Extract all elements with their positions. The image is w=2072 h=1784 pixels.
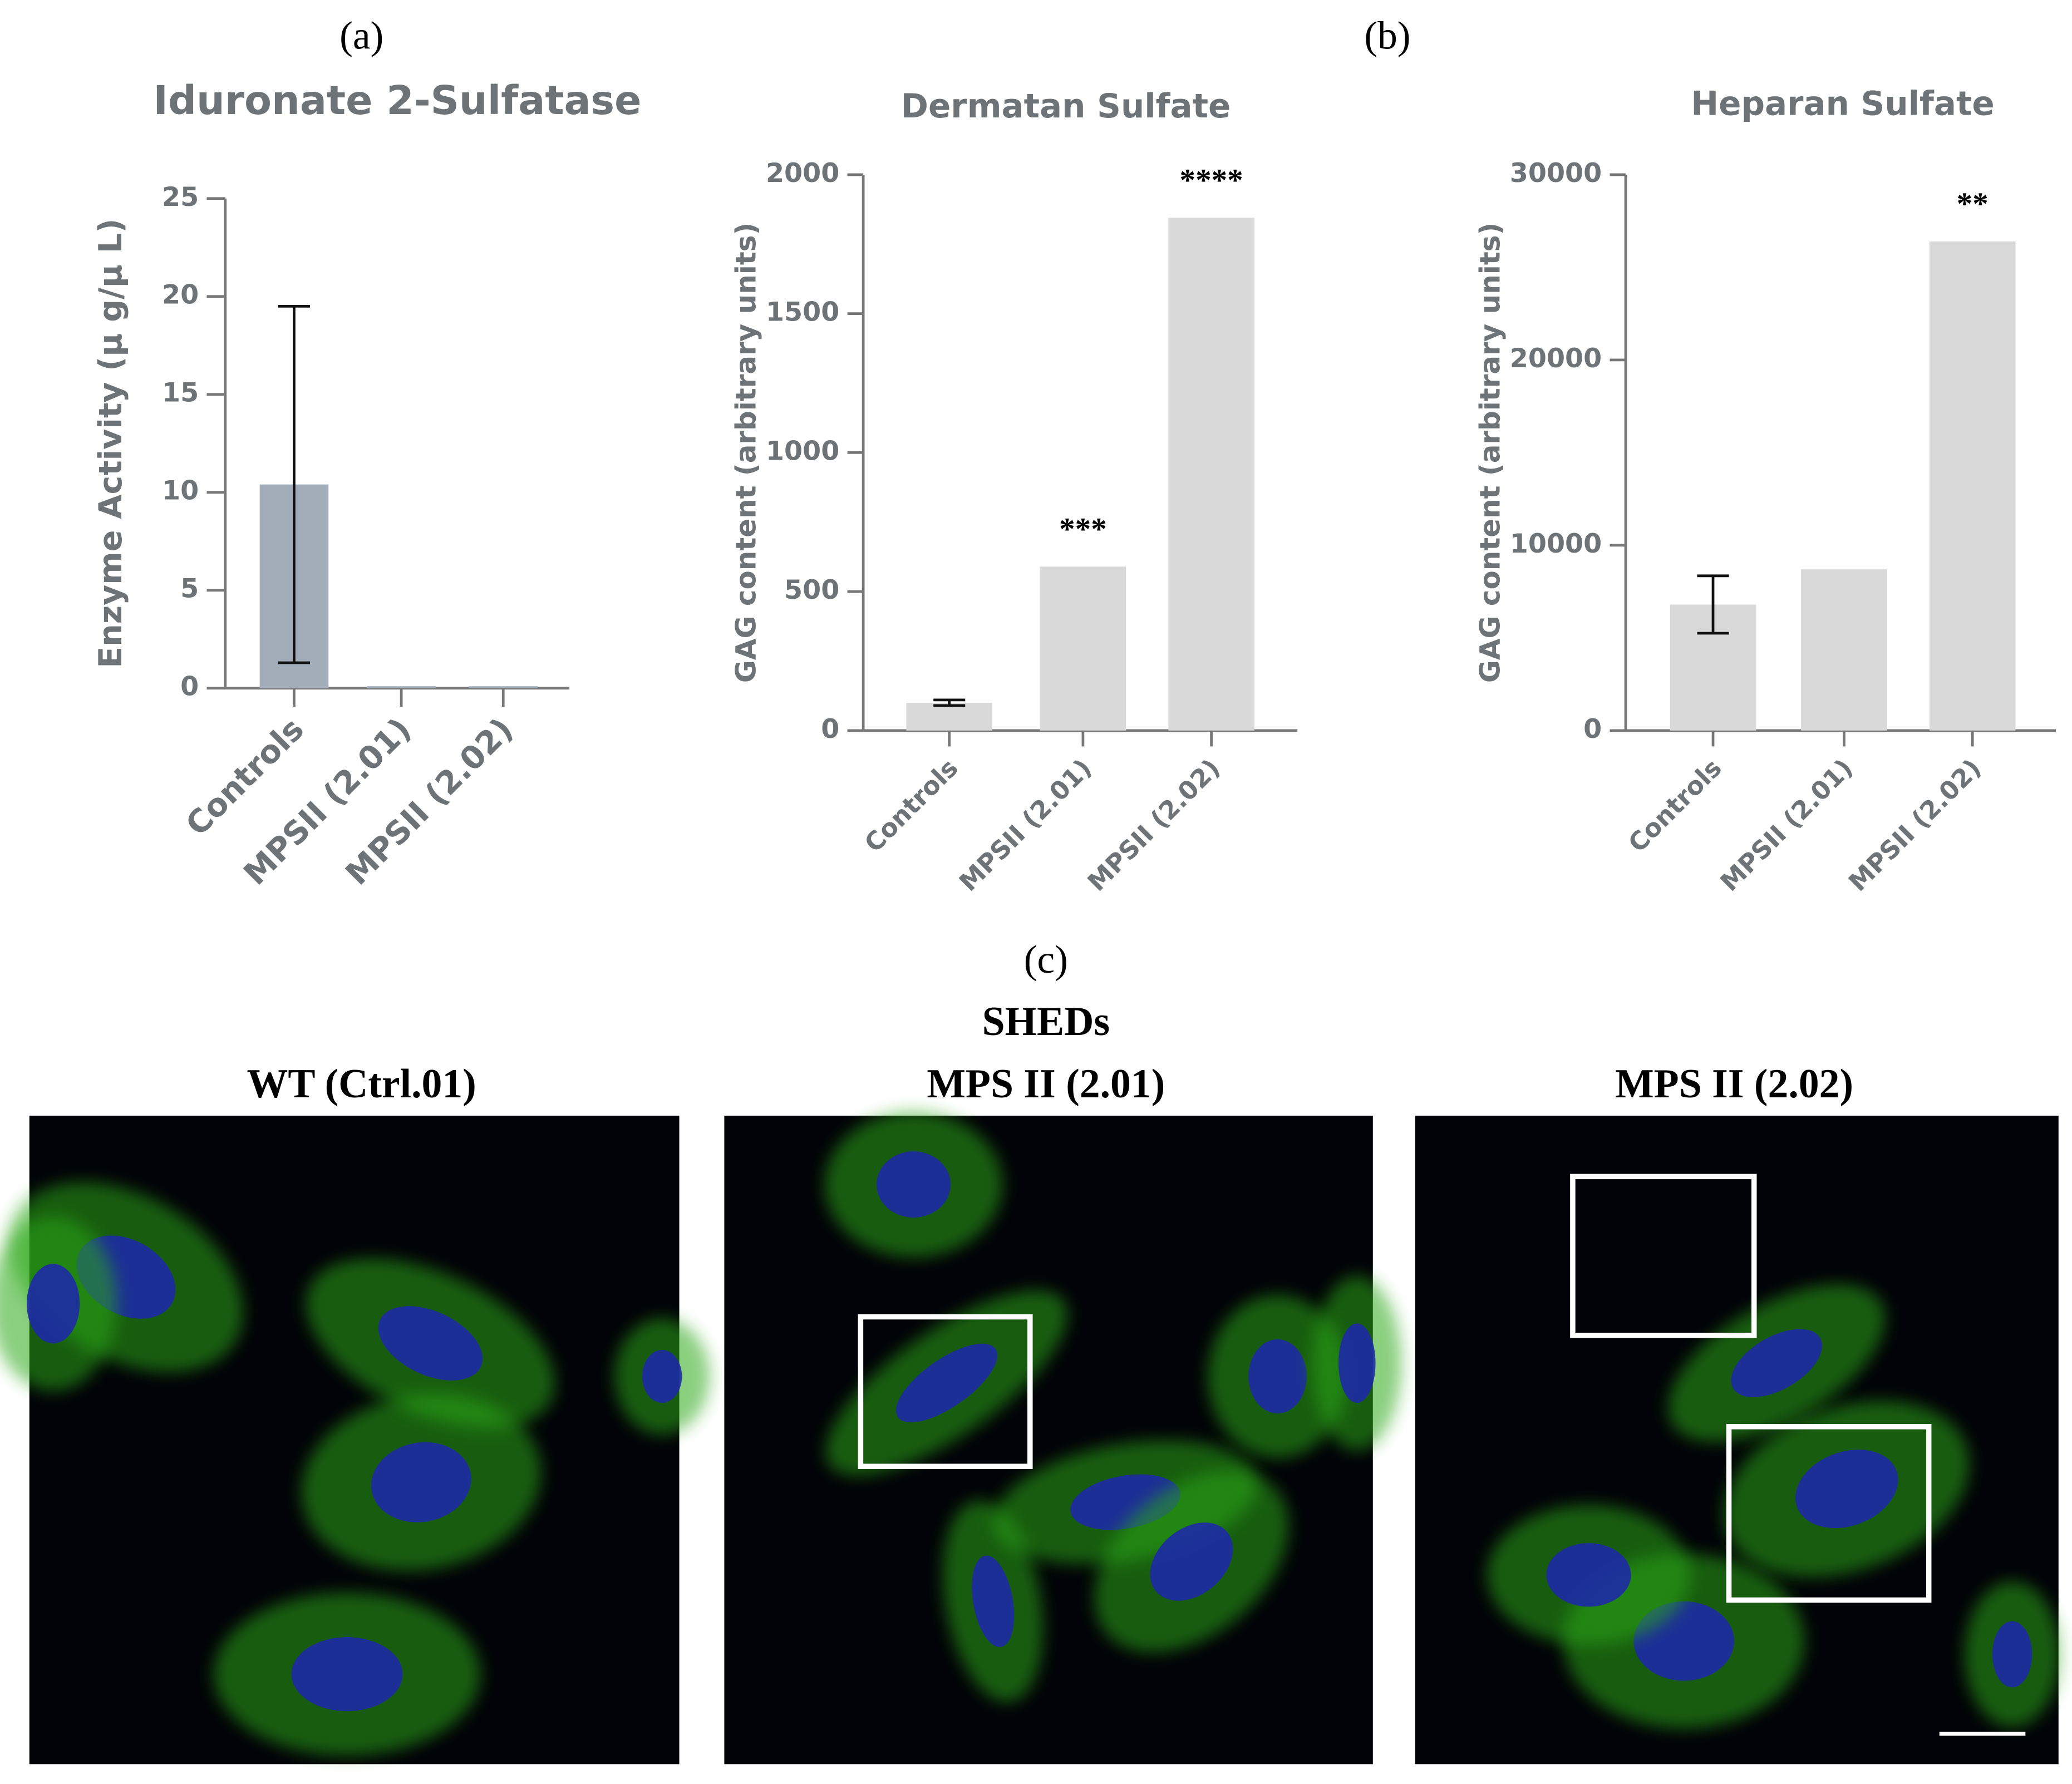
x-tick-label: Controls — [859, 753, 964, 858]
bar — [1040, 566, 1126, 731]
nucleus — [895, 1343, 998, 1423]
bar — [906, 702, 993, 731]
significance: ** — [1957, 186, 1989, 221]
y-tick-label: 30000 — [1510, 158, 1602, 189]
x-tick-label: Controls — [1622, 753, 1728, 858]
bar — [469, 686, 538, 688]
y-tick-label: 0 — [821, 714, 839, 745]
y-tick-label: 1000 — [766, 436, 839, 466]
panel-label: (c) — [1024, 938, 1068, 982]
nucleus — [1338, 1323, 1376, 1403]
y-axis-label: GAG content (arbitrary units) — [1474, 223, 1506, 683]
figure-title: SHEDs — [982, 998, 1110, 1044]
significance: **** — [1180, 163, 1243, 198]
y-tick-label: 25 — [162, 182, 199, 213]
x-tick-label: MPSII (2.02) — [1082, 753, 1226, 897]
chart-title: Heparan Sulfate — [1691, 85, 1994, 123]
nucleus — [1248, 1339, 1307, 1414]
nucleus — [1546, 1543, 1631, 1607]
nucleus — [1150, 1522, 1233, 1601]
y-axis-label: GAG content (arbitrary units) — [730, 223, 762, 683]
x-tick-label: MPSII (2.01) — [953, 753, 1097, 897]
y-tick-label: 15 — [162, 378, 199, 408]
image-title: MPS II (2.01) — [927, 1061, 1165, 1106]
nucleus — [27, 1264, 80, 1344]
y-tick-label: 20000 — [1510, 343, 1602, 374]
error-bar — [278, 304, 310, 664]
inset-box — [858, 1314, 1033, 1469]
panel-label: (b) — [1364, 14, 1410, 58]
nucleus — [1731, 1329, 1822, 1397]
nucleus — [972, 1555, 1015, 1648]
x-tick-label: MPSII (2.01) — [1715, 753, 1859, 897]
nucleus — [291, 1637, 403, 1712]
y-tick-label: 2000 — [766, 158, 839, 189]
y-axis-label: Enzyme Activity (µ g/µ L) — [92, 219, 129, 668]
error-bar — [933, 698, 966, 707]
nucleus — [378, 1306, 483, 1381]
significance: *** — [1059, 511, 1107, 546]
nucleus — [1795, 1450, 1898, 1529]
y-tick-label: 20 — [162, 280, 199, 311]
y-tick-label: 0 — [180, 672, 199, 702]
bar — [1168, 218, 1254, 731]
error-bar — [1697, 574, 1729, 635]
bar — [367, 686, 436, 688]
bar — [1929, 241, 2016, 731]
nucleus — [642, 1349, 682, 1403]
y-tick-label: 10 — [162, 476, 199, 506]
image-title: MPS II (2.02) — [1615, 1061, 1853, 1106]
x-tick-label: MPSII (2.02) — [1843, 753, 1987, 897]
nucleus — [876, 1151, 951, 1218]
y-tick-label: 5 — [180, 574, 199, 604]
chart-title: Iduronate 2-Sulfatase — [153, 77, 641, 124]
nucleus — [1992, 1621, 2032, 1688]
y-tick-label: 10000 — [1510, 529, 1602, 559]
y-tick-label: 0 — [1583, 714, 1602, 745]
image-title: WT (Ctrl.01) — [247, 1061, 476, 1106]
nucleus — [371, 1442, 471, 1522]
micrographs — [0, 1111, 2060, 1765]
y-tick-label: 1500 — [766, 297, 839, 328]
y-tick-label: 500 — [784, 575, 839, 605]
inset-box — [1726, 1424, 1932, 1603]
bar — [1801, 569, 1887, 731]
panel-label: (a) — [339, 14, 383, 58]
inset-box — [1570, 1174, 1757, 1338]
chart-title: Dermatan Sulfate — [901, 87, 1231, 126]
